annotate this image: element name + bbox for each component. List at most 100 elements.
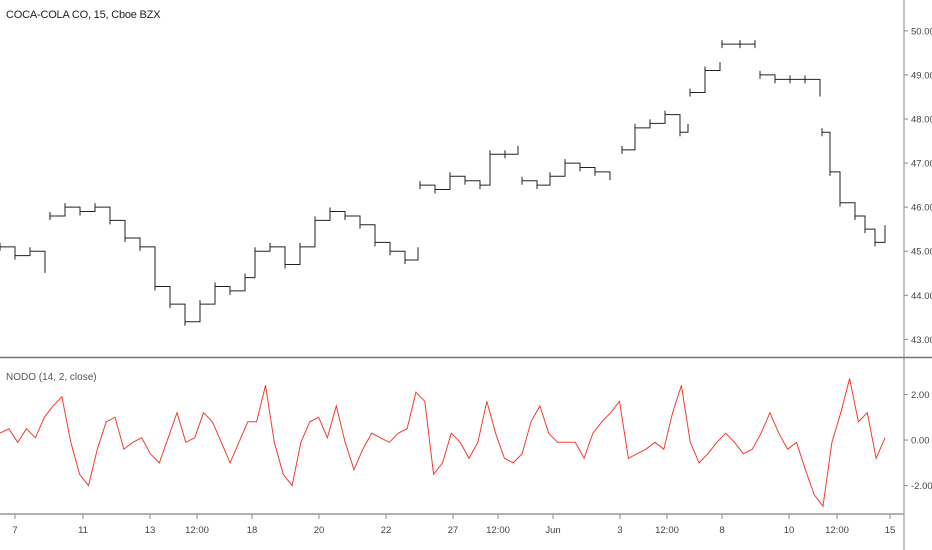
indicator-title: NODO (14, 2, close) (6, 372, 97, 383)
nodo-point (592, 432, 594, 434)
nodo-point (362, 448, 364, 450)
nodo-point (291, 485, 293, 486)
nodo-point (486, 401, 488, 402)
nodo-point (43, 416, 45, 418)
nodo-point (8, 428, 10, 429)
nodo-point (203, 412, 204, 414)
y-tick-label: 44.00 (911, 291, 932, 302)
x-tick-label: 12:00 (655, 525, 679, 536)
nodo-point (159, 462, 160, 464)
nodo-point (513, 462, 514, 464)
nodo-point (787, 448, 788, 450)
nodo-point (442, 462, 443, 464)
nodo-point (318, 416, 319, 418)
nodo-point (406, 428, 408, 429)
nodo-point (35, 437, 36, 439)
nodo-point (539, 405, 541, 407)
nodo-point (97, 448, 98, 450)
nodo-point (336, 405, 337, 407)
nodo-point (698, 462, 700, 464)
y-tick-label: 47.00 (911, 159, 932, 170)
nodo-point (813, 494, 815, 496)
nodo-point (247, 421, 249, 423)
nodo-point (468, 457, 470, 459)
nodo-point (583, 457, 585, 459)
y-tick-label: 2.00 (911, 390, 930, 401)
nodo-point (185, 442, 187, 443)
nodo-point (636, 453, 638, 455)
nodo-point (681, 385, 682, 386)
nodo-point (690, 442, 691, 443)
x-tick-label: 12:00 (185, 525, 209, 536)
nodo-point (229, 462, 231, 464)
nodo-point (52, 405, 54, 407)
nodo-point (574, 442, 576, 443)
nodo-point (610, 412, 611, 414)
indicator-pane[interactable] (0, 378, 886, 508)
x-tick-label: 13 (145, 525, 156, 536)
nodo-point (26, 428, 27, 429)
y-tick-label: 46.00 (911, 203, 932, 214)
nodo-point (300, 442, 302, 443)
y-tick-label: 50.00 (911, 26, 932, 37)
nodo-point (867, 412, 868, 414)
x-tick-label: 12:00 (486, 525, 510, 536)
y-tick-label: -2.00 (911, 481, 932, 492)
nodo-point (176, 412, 178, 414)
y-tick-label: 45.00 (911, 247, 932, 258)
x-tick-label: 18 (247, 525, 258, 536)
nodo-point (212, 421, 213, 423)
price-pane[interactable] (0, 40, 886, 326)
x-tick-label: 8 (719, 525, 724, 536)
x-tick-label: Jun (545, 525, 560, 536)
price-line (0, 43, 886, 323)
x-tick-label: 12:00 (825, 525, 849, 536)
y-tick-label: 48.00 (911, 115, 932, 126)
nodo-point (831, 442, 833, 443)
nodo-point (274, 442, 275, 443)
nodo-point (884, 437, 886, 439)
nodo-point (70, 442, 72, 443)
nodo-point (309, 421, 311, 423)
nodo-point (132, 442, 134, 443)
nodo-point (734, 442, 735, 443)
x-tick-label: 27 (448, 525, 459, 536)
x-tick-label: 7 (12, 525, 17, 536)
nodo-point (601, 421, 603, 423)
nodo-point (389, 442, 390, 443)
nodo-point (521, 453, 523, 455)
nodo-point (725, 432, 726, 434)
nodo-point (61, 396, 63, 398)
nodo-point (327, 437, 328, 439)
nodo-point (778, 432, 780, 434)
nodo-point (504, 457, 505, 459)
nodo-point (150, 453, 151, 455)
nodo-point (760, 432, 762, 434)
nodo-point (371, 432, 373, 434)
nodo-point (477, 442, 479, 443)
nodo-point (194, 437, 195, 439)
chart-title: COCA-COLA CO, 15, Cboe BZX (6, 9, 161, 21)
x-tick-label: 22 (381, 525, 392, 536)
nodo-point (707, 453, 709, 455)
nodo-point (415, 391, 417, 393)
nodo-point (79, 473, 80, 475)
nodo-point (459, 442, 461, 443)
nodo-point (433, 473, 434, 475)
nodo-point (769, 412, 771, 414)
x-tick-label: 3 (617, 525, 622, 536)
nodo-point (805, 469, 806, 470)
nodo-point (238, 442, 240, 443)
nodo-point (840, 412, 842, 414)
nodo-point (397, 432, 399, 434)
nodo-point (716, 442, 718, 443)
nodo-point (663, 448, 665, 450)
nodo-point (654, 442, 656, 443)
x-tick-label: 10 (784, 525, 795, 536)
nodo-point (17, 442, 19, 443)
nodo-point (849, 378, 850, 379)
nodo-point (344, 442, 346, 443)
nodo-point (353, 469, 355, 470)
